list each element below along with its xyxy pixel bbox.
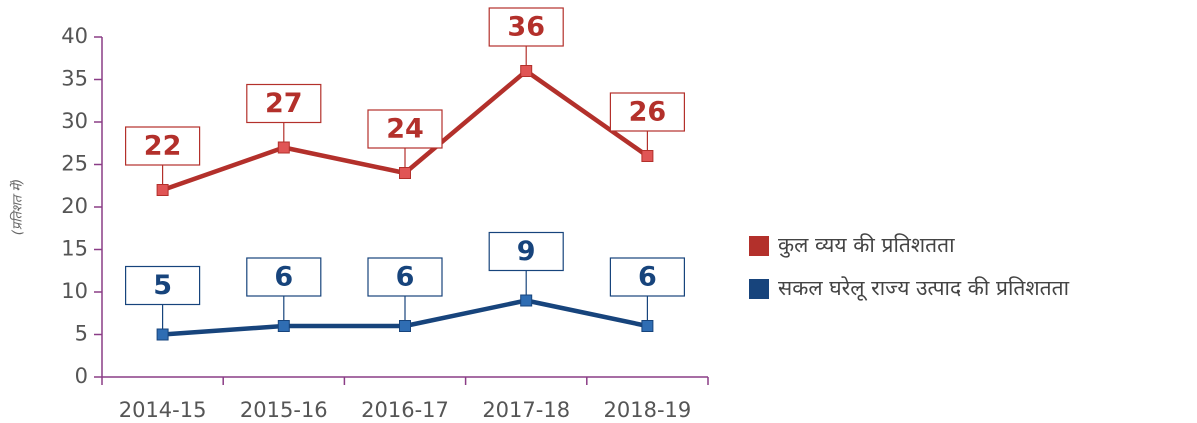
y-tick-label: 30: [61, 109, 88, 133]
y-tick-label: 0: [75, 364, 88, 388]
x-tick-label: 2017-18: [482, 398, 570, 422]
label-box: [367, 109, 443, 149]
marker: [641, 150, 654, 162]
data-label: 9: [517, 236, 536, 267]
data-label: 27: [265, 88, 303, 119]
data-label: 22: [144, 131, 182, 162]
label-box: [488, 7, 564, 47]
legend-swatch: [749, 236, 769, 256]
legend-label: कुल व्यय की प्रतिशतता: [778, 233, 955, 258]
marker: [399, 167, 411, 179]
y-tick-label: 15: [61, 237, 88, 261]
y-tick-label: 5: [75, 322, 88, 346]
marker: [156, 184, 169, 196]
marker: [641, 320, 654, 332]
data-label: 5: [153, 270, 172, 301]
label-box: [246, 257, 322, 297]
marker: [156, 328, 169, 341]
x-tick-label: 2018-19: [604, 398, 692, 422]
x-tick-label: 2014-15: [119, 398, 207, 422]
legend-label: सकल घरेलू राज्य उत्पाद की प्रतिशतता: [778, 276, 1070, 301]
y-tick-label: 20: [61, 194, 88, 218]
marker: [520, 65, 533, 77]
label-box: [124, 265, 201, 306]
data-label: 6: [638, 262, 657, 293]
data-label: 26: [629, 97, 667, 128]
data-label: 6: [274, 262, 293, 293]
marker: [277, 320, 290, 332]
x-tick-label: 2015-16: [240, 398, 328, 422]
label-box: [124, 126, 201, 166]
y-axis-label: (प्रतिशत में): [10, 179, 26, 235]
data-label: 24: [386, 114, 424, 145]
label-box: [488, 231, 564, 272]
y-tick-label: 10: [61, 279, 88, 303]
marker: [520, 294, 533, 307]
y-tick-label: 25: [61, 152, 88, 176]
marker: [399, 320, 411, 332]
label-box: [246, 83, 322, 124]
y-tick-label: 35: [61, 67, 88, 91]
data-label: 6: [396, 262, 415, 293]
x-tick-label: 2016-17: [361, 398, 449, 422]
label-box: [609, 92, 686, 132]
data-label: 36: [507, 12, 545, 43]
label-box: [609, 257, 686, 297]
legend-swatch: [749, 279, 769, 299]
y-tick-label: 40: [61, 24, 88, 48]
marker: [277, 141, 290, 154]
label-box: [367, 257, 443, 297]
